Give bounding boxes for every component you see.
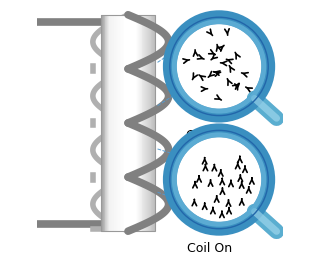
Bar xyxy=(135,15,137,231)
Bar xyxy=(121,15,122,231)
Bar xyxy=(114,15,115,231)
Bar xyxy=(104,15,105,231)
Bar xyxy=(138,15,139,231)
Bar xyxy=(103,15,104,231)
Bar xyxy=(124,15,126,231)
Bar xyxy=(101,15,155,231)
Bar xyxy=(147,15,148,231)
Bar xyxy=(130,15,131,231)
Bar xyxy=(146,15,148,231)
Bar xyxy=(141,15,143,231)
Bar xyxy=(105,15,106,231)
Bar xyxy=(119,15,120,231)
Bar xyxy=(118,15,119,231)
Bar xyxy=(126,15,128,231)
Bar xyxy=(142,15,144,231)
Bar xyxy=(152,15,154,231)
Bar xyxy=(137,15,139,231)
Bar xyxy=(145,15,147,231)
Bar xyxy=(111,15,112,231)
Bar xyxy=(140,15,141,231)
Bar xyxy=(125,15,127,231)
Circle shape xyxy=(176,23,262,110)
Bar xyxy=(154,15,156,231)
Bar xyxy=(132,15,134,231)
Bar xyxy=(122,15,123,231)
Bar xyxy=(144,15,146,231)
Bar xyxy=(101,15,102,231)
Bar xyxy=(151,15,153,231)
Bar xyxy=(127,15,129,231)
Bar xyxy=(150,15,151,231)
Bar xyxy=(148,15,149,231)
Bar xyxy=(117,15,119,231)
Bar xyxy=(109,15,110,231)
Bar xyxy=(151,15,152,231)
Bar xyxy=(120,15,121,231)
Bar xyxy=(113,15,114,231)
Bar xyxy=(110,15,111,231)
Bar xyxy=(132,15,133,231)
Bar xyxy=(115,15,116,231)
Bar xyxy=(116,15,117,231)
Bar xyxy=(106,15,107,231)
Bar xyxy=(123,15,124,231)
Bar xyxy=(136,15,138,231)
Bar xyxy=(133,15,135,231)
Bar xyxy=(153,15,155,231)
Bar xyxy=(143,15,145,231)
Text: Coil On: Coil On xyxy=(187,242,232,255)
Bar xyxy=(131,15,132,231)
Bar xyxy=(149,15,150,231)
Circle shape xyxy=(176,136,262,223)
Bar xyxy=(112,15,113,231)
Bar xyxy=(106,15,108,231)
Bar xyxy=(141,15,142,231)
Bar xyxy=(129,15,130,231)
Bar xyxy=(116,15,118,231)
Bar xyxy=(139,15,140,231)
Bar xyxy=(107,15,109,231)
Bar xyxy=(108,15,109,231)
Text: Coil Off: Coil Off xyxy=(186,129,232,142)
Bar xyxy=(134,15,136,231)
Bar xyxy=(102,15,103,231)
Bar xyxy=(124,15,125,231)
Bar xyxy=(128,15,129,231)
